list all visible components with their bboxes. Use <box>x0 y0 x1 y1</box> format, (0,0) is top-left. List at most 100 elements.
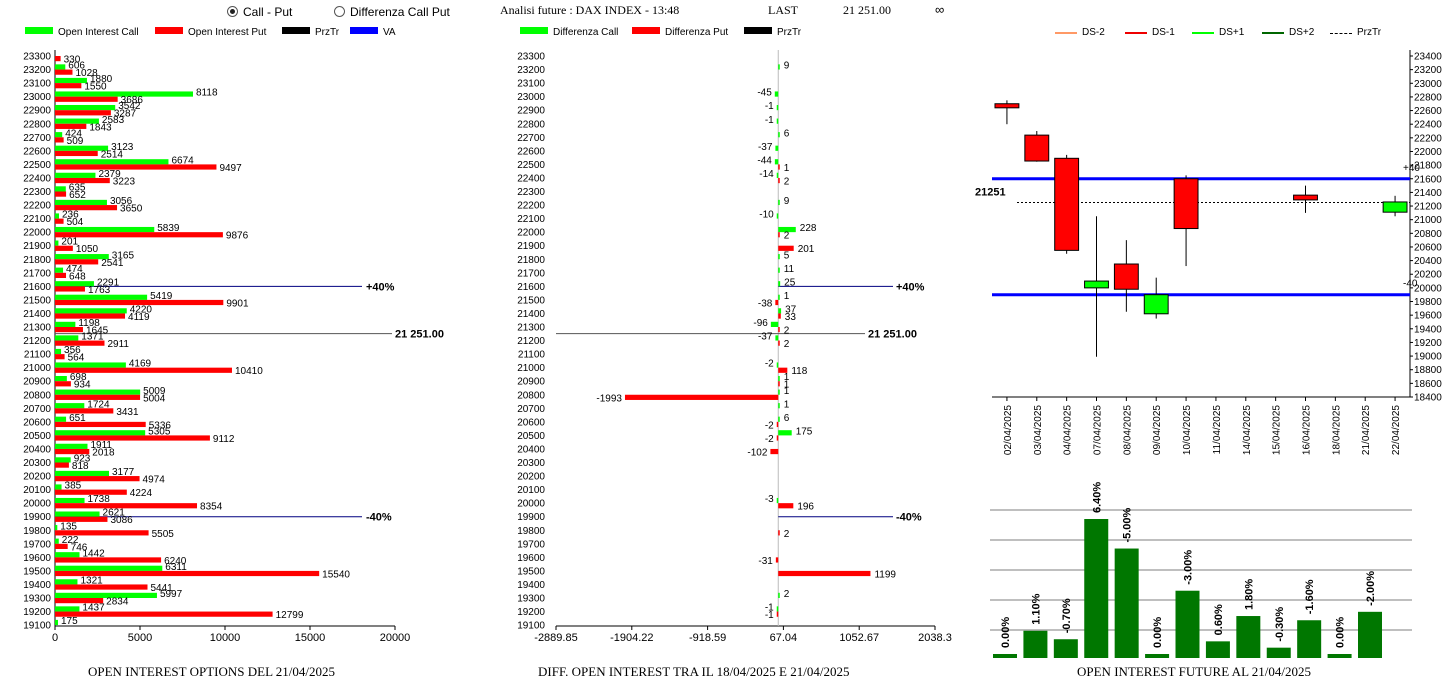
c1-xtick-label: 0 <box>52 632 58 644</box>
c4-bar <box>1358 611 1382 658</box>
c2-put-bar <box>778 327 780 333</box>
c2-call-bar <box>775 145 779 151</box>
c3-up-label: +40 <box>1403 163 1420 174</box>
c2-call-bar <box>778 308 782 314</box>
c1-call-bar <box>55 267 64 273</box>
c1-call-bar <box>55 240 59 246</box>
legend-ds1: DS+1 <box>1192 27 1244 38</box>
legend-prztr3: PrzTr <box>1330 27 1381 38</box>
c1-call-label: 3056 <box>110 196 133 207</box>
c1-put-bar <box>55 570 320 577</box>
c1-call-label: 5009 <box>143 386 166 397</box>
c1-tick-label: 23100 <box>23 79 51 90</box>
c1-call-label: 4169 <box>129 359 152 370</box>
c1-put-bar <box>55 286 85 292</box>
c1-call-bar <box>55 511 100 517</box>
c2-call-bar <box>770 321 779 327</box>
c1-call-bar <box>55 470 110 477</box>
legend-diff-put: Differenza Put <box>632 27 728 38</box>
radio-call-put[interactable]: Call - Put <box>227 5 292 19</box>
c1-put-bar <box>55 177 110 184</box>
c2-call-label: -1 <box>765 115 774 126</box>
c1-prz-label: 21 251.00 <box>395 329 444 341</box>
c3-ytick-label: 23400 <box>1414 52 1442 63</box>
c2-put-label: -1993 <box>596 393 622 404</box>
c2-call-label: 6 <box>784 413 790 424</box>
c2-put-bar <box>778 367 788 373</box>
c1-tick-label: 21600 <box>23 282 51 293</box>
c2-call-label: -3 <box>765 494 774 505</box>
c3-xtick-label: 10/04/2025 <box>1182 405 1193 455</box>
c1-call-label: 1911 <box>90 440 112 451</box>
c2-tick-label: 21400 <box>517 309 545 320</box>
c2-call-bar <box>778 254 780 260</box>
infinity-icon[interactable]: ∞ <box>935 2 945 17</box>
c1-put-label: 5004 <box>143 393 166 404</box>
c2-call-bar <box>776 362 779 368</box>
c2-call-bar <box>778 199 780 206</box>
c1-call-label: 6311 <box>165 562 187 573</box>
legend-prztr: PrzTr <box>282 27 339 38</box>
c1-call-bar <box>55 132 63 138</box>
c2-call-bar <box>776 606 779 612</box>
c1-call-bar <box>55 430 146 436</box>
c1-put-bar <box>55 313 126 319</box>
c2-put-label: 2 <box>784 176 790 187</box>
c1-call-label: 5305 <box>148 426 171 437</box>
c1-tick-label: 22300 <box>23 187 51 198</box>
c1-put-bar <box>55 272 67 278</box>
c2-put-label: 33 <box>785 312 797 323</box>
c2-xtick-label: 1052.67 <box>839 632 879 644</box>
c2-call-label: -44 <box>757 155 772 166</box>
c2-tick-label: 19500 <box>517 566 545 577</box>
c1-call-label: 385 <box>65 481 82 492</box>
c2-call-label: 2 <box>784 589 790 600</box>
c1-put-bar <box>55 543 68 549</box>
c2-call-bar <box>778 294 780 300</box>
c1-put-bar <box>55 489 127 495</box>
c2-call-label: 5 <box>784 250 790 261</box>
c3-candle <box>1054 157 1080 251</box>
c2-call-bar <box>774 159 779 165</box>
c2-call-label: -37 <box>758 332 773 343</box>
c4-bar-label: -5.00% <box>1122 507 1134 542</box>
radio-differenza[interactable]: Differenza Call Put <box>334 5 450 19</box>
c1-tick-label: 19300 <box>23 594 51 605</box>
c2-tick-label: 21000 <box>517 363 545 374</box>
c1-call-bar <box>55 389 141 395</box>
c1-call-bar <box>55 294 148 300</box>
c1-put-label: 8354 <box>200 502 223 513</box>
c1-tick-label: 20000 <box>23 499 51 510</box>
c2-call-label: -37 <box>758 142 773 153</box>
c2-tick-label: 21300 <box>517 323 545 334</box>
c1-put-bar <box>55 69 73 75</box>
c2-call-label: 9 <box>784 61 790 72</box>
c1-put-label: 1763 <box>88 285 111 296</box>
c1-tick-label: 20700 <box>23 404 51 415</box>
c3-candle <box>1293 194 1318 201</box>
c1-put-label: 1645 <box>86 326 109 337</box>
c3-candle <box>1084 280 1109 289</box>
caption-oi-future: OPEN INTEREST FUTURE AL 21/04/2025 <box>1077 664 1312 679</box>
c2-put-bar <box>778 530 780 536</box>
c1-tick-label: 22600 <box>23 146 51 157</box>
c1-put-label: 1028 <box>75 68 98 79</box>
c2-call-label: -14 <box>759 169 774 180</box>
c1-call-label: 1198 <box>78 318 100 329</box>
c2-tick-label: 21800 <box>517 255 545 266</box>
c1-call-label: 1880 <box>90 74 113 85</box>
c1-put-bar <box>55 299 224 306</box>
c1-call-label: 3165 <box>112 250 135 261</box>
c2-put-bar <box>778 232 780 238</box>
c3-xtick-label: 16/04/2025 <box>1302 405 1313 455</box>
c1-tick-label: 22000 <box>23 228 51 239</box>
c2-call-bar <box>778 376 780 382</box>
c1-put-bar <box>55 327 83 333</box>
c1-tick-label: 21100 <box>24 350 52 361</box>
c1-tick-label: 23000 <box>23 92 51 103</box>
c2-tick-label: 21100 <box>518 350 546 361</box>
c4-bar <box>1145 654 1170 658</box>
c1-call-label: 1321 <box>80 575 103 586</box>
c1-put-label: 5441 <box>150 583 173 594</box>
c1-put-bar <box>55 354 65 360</box>
